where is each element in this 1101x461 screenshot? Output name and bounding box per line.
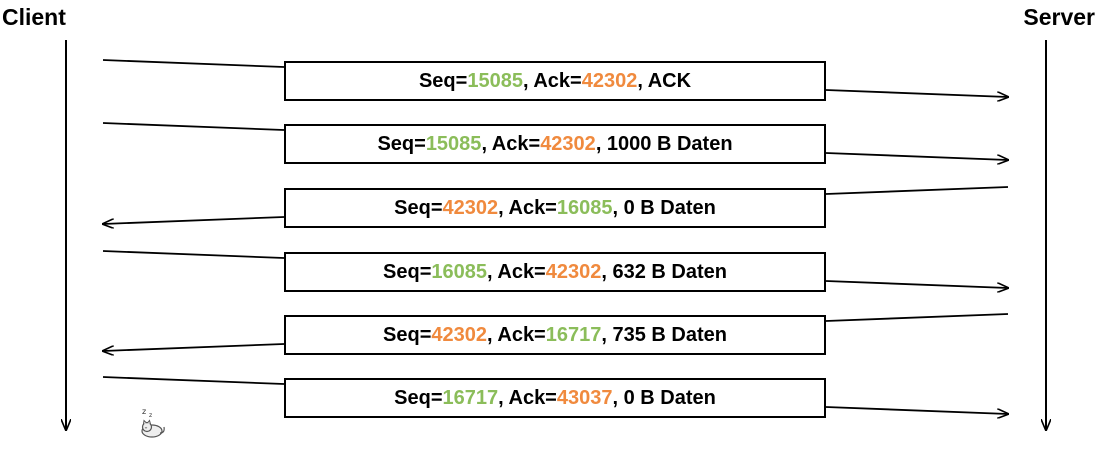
message-suffix: , 0 B Daten bbox=[612, 386, 716, 409]
message-line-in bbox=[102, 122, 285, 131]
ack-label: , Ack= bbox=[487, 323, 546, 346]
message-suffix: , 735 B Daten bbox=[601, 323, 727, 346]
svg-text:z: z bbox=[149, 412, 152, 419]
message-box: Seq= 15085, Ack= 42302, ACK bbox=[284, 61, 826, 101]
message-box: Seq= 16085, Ack= 42302, 632 B Daten bbox=[284, 252, 826, 292]
seq-label: Seq= bbox=[383, 323, 432, 346]
seq-value: 42302 bbox=[442, 196, 499, 219]
message-suffix: , 1000 B Daten bbox=[595, 132, 733, 155]
ack-label: , Ack= bbox=[498, 196, 557, 219]
seq-value: 16717 bbox=[442, 386, 499, 409]
message-line-in bbox=[102, 59, 285, 68]
ack-label: , Ack= bbox=[481, 132, 541, 155]
seq-value: 15085 bbox=[425, 132, 482, 155]
ack-label: , Ack= bbox=[522, 69, 582, 92]
ack-value: 16085 bbox=[556, 196, 613, 219]
ack-label: , Ack= bbox=[487, 260, 546, 283]
message-line-in bbox=[825, 313, 1009, 322]
message-box: Seq= 42302, Ack= 16717, 735 B Daten bbox=[284, 315, 826, 355]
server-label: Server bbox=[1023, 4, 1095, 30]
ack-value: 43037 bbox=[556, 386, 613, 409]
ack-value: 16717 bbox=[545, 323, 602, 346]
message-line-in bbox=[825, 186, 1009, 195]
seq-label: Seq= bbox=[383, 260, 432, 283]
message-suffix: , 632 B Daten bbox=[601, 260, 727, 283]
message-box: Seq= 42302, Ack= 16085, 0 B Daten bbox=[284, 188, 826, 228]
message-line-in bbox=[102, 250, 285, 259]
message-suffix: , ACK bbox=[637, 69, 692, 92]
ack-value: 42302 bbox=[581, 69, 638, 92]
seq-value: 42302 bbox=[431, 323, 487, 346]
sleeping-cat-icon: z z bbox=[138, 404, 172, 440]
message-box: Seq= 15085, Ack= 42302, 1000 B Daten bbox=[284, 124, 826, 164]
seq-label: Seq= bbox=[377, 132, 426, 155]
seq-value: 15085 bbox=[467, 69, 523, 92]
ack-value: 42302 bbox=[545, 260, 602, 283]
client-label: Client bbox=[2, 4, 66, 30]
message-arrow bbox=[825, 89, 1008, 97]
seq-label: Seq= bbox=[418, 69, 468, 92]
message-box: Seq= 16717, Ack= 43037, 0 B Daten bbox=[284, 378, 826, 418]
message-arrow bbox=[103, 343, 285, 351]
seq-value: 16085 bbox=[431, 260, 487, 283]
ack-label: , Ack= bbox=[498, 386, 557, 409]
seq-label: Seq= bbox=[394, 386, 443, 409]
svg-text:z: z bbox=[142, 407, 146, 416]
message-suffix: , 0 B Daten bbox=[612, 196, 716, 219]
message-arrow bbox=[103, 216, 285, 224]
seq-label: Seq= bbox=[394, 196, 443, 219]
message-arrow bbox=[825, 152, 1008, 160]
message-line-in bbox=[102, 376, 285, 385]
message-arrow bbox=[825, 280, 1008, 288]
ack-value: 42302 bbox=[540, 132, 596, 155]
message-arrow bbox=[825, 406, 1008, 414]
